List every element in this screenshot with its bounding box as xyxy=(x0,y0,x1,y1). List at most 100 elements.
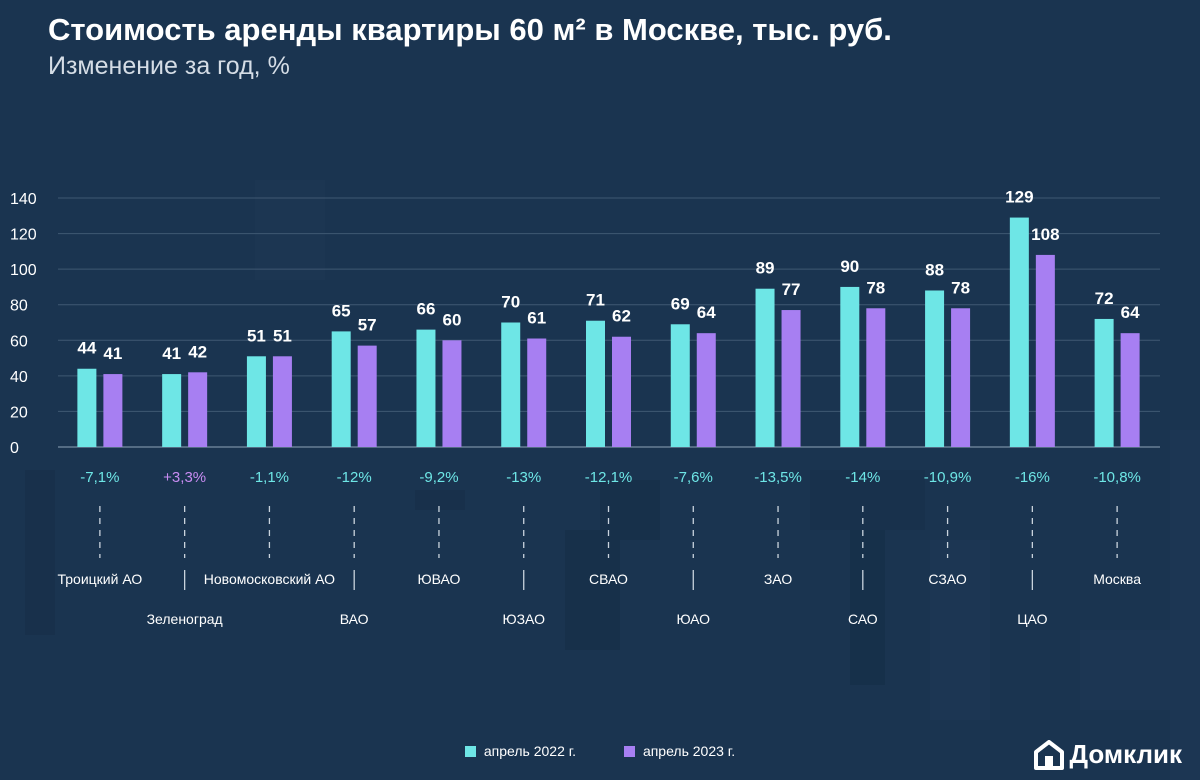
change-label: -9,2% xyxy=(419,469,458,486)
category-label: ЗАО xyxy=(764,571,792,587)
data-label-2023: 62 xyxy=(612,307,631,326)
legend-item-2022: апрель 2022 г. xyxy=(464,743,577,760)
category-label: Москва xyxy=(1093,571,1141,587)
change-label: -10,9% xyxy=(924,469,972,486)
bar-2023 xyxy=(781,310,801,447)
bar-2022 xyxy=(162,374,182,447)
bar-2023 xyxy=(188,372,208,447)
change-label: -12% xyxy=(337,469,372,486)
chart-subtitle: Изменение за год, % xyxy=(48,52,290,80)
y-tick-label: 60 xyxy=(10,333,28,350)
bar-2023 xyxy=(1035,254,1055,447)
data-label-2023: 61 xyxy=(527,309,546,328)
data-label-2023: 108 xyxy=(1031,225,1059,244)
change-label: +3,3% xyxy=(163,469,206,486)
bar-2022 xyxy=(246,356,266,447)
bar-2022 xyxy=(670,324,690,447)
bar-2022 xyxy=(77,368,97,447)
y-tick-label: 20 xyxy=(10,404,28,421)
y-tick-label: 80 xyxy=(10,298,28,315)
bar-2022 xyxy=(1094,318,1114,447)
change-label: -1,1% xyxy=(250,469,289,486)
y-tick-label: 0 xyxy=(10,440,19,457)
y-tick-label: 100 xyxy=(10,262,37,279)
bar-2022 xyxy=(416,329,436,447)
category-label: ЮВАО xyxy=(417,571,460,587)
change-label: -14% xyxy=(845,469,880,486)
bar-2022 xyxy=(586,320,605,447)
legend: апрель 2022 г. апрель 2023 г. xyxy=(0,742,1200,759)
data-label-2022: 65 xyxy=(332,301,351,320)
data-label-2022: 69 xyxy=(671,294,690,313)
category-label: ВАО xyxy=(340,611,369,627)
bar-2022 xyxy=(331,331,351,447)
legend-item-2023: апрель 2023 г. xyxy=(623,743,736,760)
chart-title: Стоимость аренды квартиры 60 м² в Москве… xyxy=(48,12,892,47)
bar-2022 xyxy=(925,290,945,447)
domclick-logo: Домклик xyxy=(1033,739,1182,770)
bar-2023 xyxy=(527,338,547,447)
bar-2022 xyxy=(840,286,860,447)
y-tick-label: 120 xyxy=(10,227,37,244)
data-label-2022: 41 xyxy=(162,344,181,363)
data-label-2023: 42 xyxy=(188,342,207,361)
change-label: -7,1% xyxy=(80,469,119,486)
data-label-2023: 41 xyxy=(103,344,122,363)
y-tick-label: 140 xyxy=(10,191,37,208)
data-label-2022: 44 xyxy=(77,339,96,358)
data-label-2022: 71 xyxy=(586,291,605,310)
data-label-2022: 90 xyxy=(840,257,859,276)
category-label: Троицкий АО xyxy=(58,571,143,587)
bar-2023 xyxy=(866,308,886,447)
data-label-2023: 77 xyxy=(782,280,801,299)
change-label: -7,6% xyxy=(674,469,713,486)
change-label: -16% xyxy=(1015,469,1050,486)
data-label-2022: 88 xyxy=(925,260,944,279)
legend-label-2022: апрель 2022 г. xyxy=(483,743,577,760)
data-label-2023: 64 xyxy=(697,303,716,322)
data-label-2023: 78 xyxy=(866,278,885,297)
legend-swatch-2023 xyxy=(623,746,635,758)
category-label: Зеленоград xyxy=(147,611,223,627)
category-label: ЮАО xyxy=(676,611,710,627)
bar-2023 xyxy=(103,374,123,447)
data-label-2023: 78 xyxy=(951,278,970,297)
bar-chart: 0 20 40 60 80 100 120 140 44 41 -7,1% Троицкий АО 41… xyxy=(10,188,1160,627)
house-logo-icon xyxy=(1033,739,1064,770)
change-label: -13,5% xyxy=(754,469,802,486)
category-label: ЦАО xyxy=(1017,611,1047,627)
data-label-2023: 64 xyxy=(1121,303,1140,322)
data-label-2022: 89 xyxy=(756,259,775,278)
data-label-2023: 60 xyxy=(443,310,462,329)
logo-text: Домклик xyxy=(1069,739,1182,769)
bar-2023 xyxy=(272,356,292,447)
data-label-2022: 66 xyxy=(417,300,436,319)
data-label-2022: 72 xyxy=(1095,289,1114,308)
bar-2023 xyxy=(951,308,971,447)
bar-2023 xyxy=(612,336,631,447)
category-label: СЗАО xyxy=(928,571,966,587)
change-label: -13% xyxy=(506,469,541,486)
legend-label-2023: апрель 2023 г. xyxy=(642,743,736,760)
bar-2023 xyxy=(357,345,377,447)
data-label-2022: 70 xyxy=(501,293,520,312)
data-label-2022: 51 xyxy=(247,326,266,345)
data-label-2023: 51 xyxy=(273,326,292,345)
legend-swatch-2022 xyxy=(464,746,476,758)
category-label: ЮЗАО xyxy=(502,611,545,627)
bar-2023 xyxy=(696,333,716,447)
bar-2022 xyxy=(1009,217,1029,447)
category-label: Новомосковский АО xyxy=(204,571,335,587)
bar-2022 xyxy=(755,288,775,447)
change-label: -12,1% xyxy=(585,469,633,486)
bar-2023 xyxy=(1120,333,1140,447)
y-tick-label: 40 xyxy=(10,369,28,386)
category-label: САО xyxy=(848,611,878,627)
bar-2022 xyxy=(501,322,521,447)
category-label: СВАО xyxy=(589,571,628,587)
bar-2023 xyxy=(442,340,462,447)
change-label: -10,8% xyxy=(1093,469,1141,486)
data-label-2023: 57 xyxy=(358,316,377,335)
data-label-2022: 129 xyxy=(1005,188,1033,207)
